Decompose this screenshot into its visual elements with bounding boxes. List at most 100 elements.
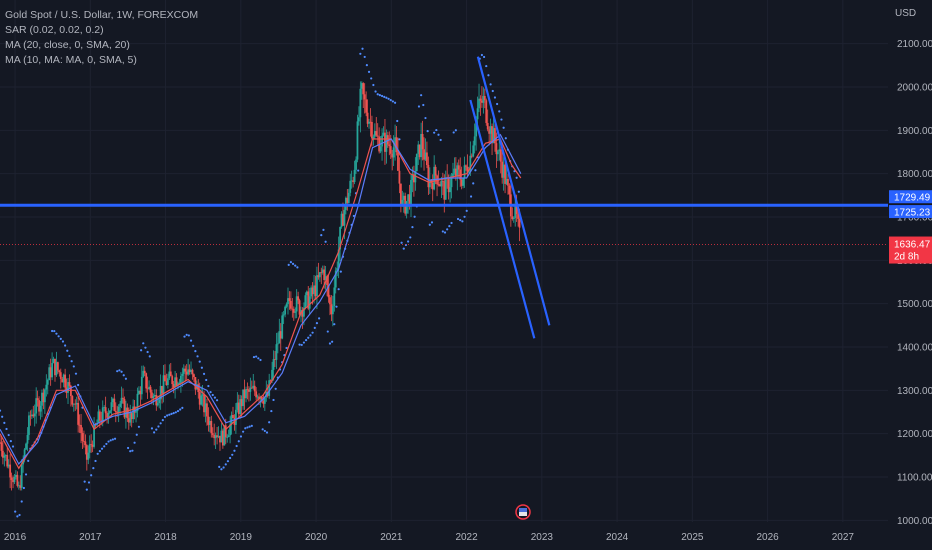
candle-body: [29, 415, 32, 417]
candle-body: [386, 135, 389, 145]
candle-body: [148, 386, 150, 390]
candle-body: [511, 216, 514, 219]
sar-dot: [159, 422, 162, 425]
legend-title[interactable]: Gold Spot / U.S. Dollar, 1W, FOREXCOM: [5, 9, 199, 21]
sar-dot: [337, 288, 340, 291]
sar-dot: [196, 355, 199, 358]
candle-body: [261, 396, 263, 402]
sar-dot: [61, 340, 65, 343]
candle-body: [356, 121, 359, 160]
candle-body: [107, 413, 110, 418]
sar-dot: [57, 335, 60, 338]
legend-indicator-sar[interactable]: SAR (0.02, 0.02, 0.2): [5, 24, 104, 36]
candle-body: [149, 386, 152, 393]
sar-dot: [504, 137, 507, 140]
x-tick-label: 2027: [832, 532, 855, 543]
candle-body: [466, 166, 469, 173]
sar-dot: [335, 305, 338, 308]
sar-dot: [263, 429, 266, 433]
candle-body: [307, 291, 310, 309]
candle-body: [454, 168, 457, 177]
sar-dot: [411, 225, 414, 229]
candle-body: [45, 384, 48, 390]
candle-body: [289, 300, 292, 309]
candle-body: [350, 180, 353, 182]
candle-body: [358, 117, 360, 122]
sar-dot: [294, 264, 297, 267]
sar-dot: [331, 340, 334, 343]
sar-dot: [435, 128, 438, 132]
candle-body: [236, 402, 239, 410]
candle-body: [113, 398, 116, 411]
candle-body: [465, 165, 467, 167]
candle-body: [294, 311, 297, 313]
time-axis[interactable]: 2016 2017 2018 2019 2020 2021 2022 2023 2024 2025…: [4, 504, 855, 543]
sar-dot: [489, 83, 492, 86]
sar-dot: [109, 439, 112, 442]
candle-body: [372, 136, 375, 139]
drawings[interactable]: [0, 56, 888, 339]
candle-body: [439, 184, 441, 187]
candle-body: [143, 370, 146, 374]
candle-body: [427, 164, 430, 188]
candle-body: [48, 367, 51, 381]
candle-body: [366, 112, 369, 124]
candle-body: [178, 382, 181, 384]
candle-body: [331, 306, 334, 315]
sar-dot: [324, 240, 327, 243]
candle-body: [481, 100, 483, 103]
candle-body: [303, 307, 305, 317]
sar-dot: [515, 176, 518, 179]
sar-dot: [85, 488, 88, 491]
y-tick-label: 1300.00: [897, 386, 932, 397]
sar-dot: [3, 421, 6, 424]
candle-body: [51, 362, 53, 378]
sar-dot: [235, 444, 238, 448]
sar-dot: [361, 47, 364, 50]
candle-body: [304, 295, 307, 308]
price-badge-label: 1729.49: [894, 193, 931, 204]
candle-body: [221, 430, 224, 446]
candle-body: [206, 403, 208, 417]
sar-dot: [183, 335, 186, 338]
candle-body: [308, 296, 311, 309]
candle-body: [72, 403, 75, 405]
sar-dot: [200, 366, 203, 369]
candle-body: [62, 374, 65, 383]
candlestick-series[interactable]: [0, 81, 521, 491]
sar-dot: [174, 411, 177, 414]
sar-dot: [176, 409, 180, 413]
candle-body: [421, 133, 424, 150]
countdown-label: 2d 8h: [894, 252, 919, 263]
candle-body: [327, 284, 330, 298]
sar-dot: [463, 215, 466, 218]
candle-body: [333, 287, 336, 307]
sar-dot: [90, 474, 93, 477]
candle-body: [515, 203, 518, 214]
candle-body: [518, 218, 521, 228]
grid: [0, 0, 888, 522]
candle-body: [411, 174, 414, 181]
sar-dot: [255, 355, 258, 358]
sar-dot: [133, 441, 136, 444]
candle-body: [237, 402, 240, 415]
candle-body: [84, 441, 87, 446]
legend-indicator-ma20[interactable]: MA (20, close, 0, SMA, 20): [5, 39, 130, 51]
candle-body: [467, 171, 470, 173]
candle-body: [502, 164, 505, 178]
candle-body: [49, 367, 52, 378]
legend-indicator-ma10[interactable]: MA (10, MA: MA, 0, SMA, 5): [5, 54, 137, 66]
sar-dot: [22, 486, 25, 490]
candle-body: [385, 135, 388, 152]
sar-dot: [261, 428, 264, 431]
candle-body: [219, 435, 221, 443]
sar-dot: [454, 129, 457, 132]
x-tick-label: 2018: [154, 532, 177, 543]
candle-body: [301, 310, 304, 317]
candle-body: [39, 405, 42, 412]
sar-dot: [83, 480, 86, 483]
candle-body: [272, 359, 275, 370]
sar-dot: [441, 230, 444, 233]
